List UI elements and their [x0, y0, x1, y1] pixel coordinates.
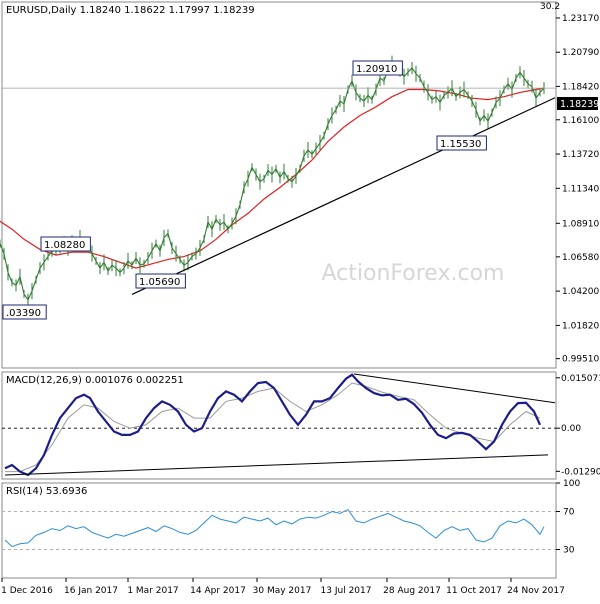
- price-panel-frame: [1, 1, 557, 369]
- price-y-tick-label: 1.04200: [562, 287, 599, 297]
- macd-line: [4, 373, 542, 477]
- price-y-axis: 1.23170 1.20790 1.18420 1.16100 1.13720 1.113…: [556, 14, 599, 365]
- price-trendline: [131, 97, 556, 295]
- rsi-levels: [2, 511, 556, 550]
- annotation-box: [2, 304, 47, 320]
- price-panel-title: EURUSD,Daily 1.18240 1.18622 1.17997 1.1…: [6, 5, 255, 16]
- annotation-box: [40, 236, 91, 252]
- rsi-line: [4, 508, 545, 548]
- price-y-tick-label: 1.20790: [562, 48, 599, 58]
- price-y-tick-label: 1.18420: [562, 82, 599, 92]
- x-tick-label: 13 Jul 2017: [321, 586, 372, 596]
- annotation-label: 1.05690: [139, 277, 180, 288]
- last-price-badge-bg: [557, 97, 598, 110]
- price-y-tick-label: 1.16100: [562, 116, 599, 126]
- price-annotations: 1.20910 1.15530 1.08280 1.05690 .03390: [2, 60, 487, 320]
- macd-panel-title: MACD(12,26,9) 0.001076 0.002251: [6, 375, 184, 386]
- x-tick-label: 1 Mar 2017: [127, 586, 178, 596]
- rsi-y-tick-label: 100: [563, 479, 580, 489]
- annotation-label: .03390: [6, 308, 41, 319]
- annotation-label: 1.20910: [356, 64, 397, 75]
- price-y-tick-label: 1.11340: [562, 184, 599, 194]
- macd-y-axis: 0.015071 0.00 -0.012906: [556, 374, 600, 477]
- price-y-tick-label: 1.08910: [562, 219, 599, 229]
- top-clipped-label: 30.2: [540, 2, 560, 12]
- x-axis: 1 Dec 2016 16 Jan 2017 1 Mar 2017 14 Apr 20…: [1, 578, 565, 596]
- rsi-y-axis: 100 70 30: [556, 479, 580, 556]
- macd-y-tick-label: 0.015071: [561, 374, 600, 384]
- x-tick-label: 24 Nov 2017: [507, 586, 565, 596]
- price-y-tick-label: 0.99510: [562, 355, 599, 365]
- x-tick-label: 1 Dec 2016: [1, 586, 53, 596]
- macd-y-tick-label: 0.00: [561, 424, 581, 434]
- last-price-label: 1.18239: [560, 99, 599, 110]
- price-y-tick-label: 1.23170: [562, 14, 599, 24]
- price-y-tick-label: 1.01820: [562, 321, 599, 331]
- x-tick-label: 16 Jan 2017: [64, 586, 118, 596]
- annotation-box: [352, 60, 403, 76]
- x-tick-label: 11 Oct 2017: [446, 586, 502, 596]
- x-tick-label: 30 May 2017: [253, 586, 312, 596]
- annotation-label: 1.15530: [440, 139, 481, 150]
- last-price-badge: 1.18239: [557, 97, 599, 110]
- watermark-text: ActionForex.com: [322, 261, 505, 286]
- annotation-box: [135, 273, 186, 289]
- x-tick-label: 28 Aug 2017: [383, 586, 441, 596]
- price-y-tick-label: 1.06580: [562, 253, 599, 263]
- macd-trendline: [353, 373, 556, 404]
- rsi-y-tick-label: 30: [563, 546, 575, 556]
- rsi-y-tick-label: 70: [563, 508, 575, 518]
- price-y-tick-label: 1.13720: [562, 150, 599, 160]
- annotation-label: 1.08280: [44, 240, 85, 251]
- rsi-panel-frame: [1, 482, 557, 579]
- macd-panel-frame: [1, 371, 557, 480]
- macd-trendline: [4, 454, 549, 476]
- macd-trendlines: [4, 373, 556, 476]
- x-tick-label: 14 Apr 2017: [190, 586, 246, 596]
- rsi-panel-title: RSI(14) 53.6936: [6, 486, 87, 497]
- annotation-box: [436, 135, 487, 151]
- macd-y-tick-label: -0.012906: [561, 467, 600, 477]
